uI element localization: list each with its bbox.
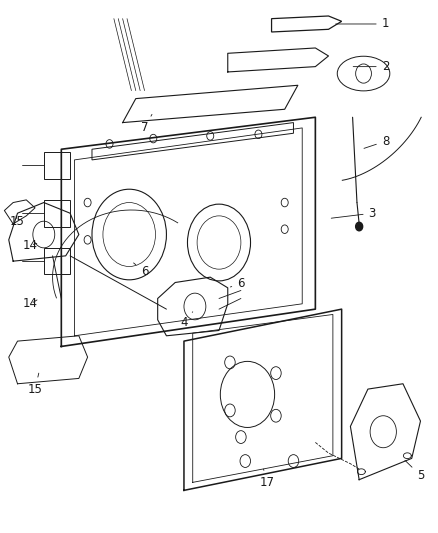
Bar — [44, 152, 70, 179]
Text: 14: 14 — [23, 239, 38, 252]
Text: 5: 5 — [405, 461, 424, 482]
Text: 14: 14 — [23, 297, 38, 310]
Text: 15: 15 — [10, 215, 25, 228]
Text: 4: 4 — [180, 312, 193, 329]
Text: 3: 3 — [331, 207, 376, 220]
Bar — [44, 200, 70, 227]
Text: 7: 7 — [141, 115, 152, 134]
Circle shape — [356, 222, 363, 231]
Text: 2: 2 — [353, 60, 389, 73]
Text: 17: 17 — [260, 469, 275, 489]
Text: 1: 1 — [336, 18, 389, 30]
Bar — [44, 248, 70, 274]
Text: 6: 6 — [230, 277, 245, 290]
Text: 6: 6 — [134, 263, 148, 278]
Text: 8: 8 — [364, 135, 389, 148]
Text: 15: 15 — [28, 373, 42, 395]
